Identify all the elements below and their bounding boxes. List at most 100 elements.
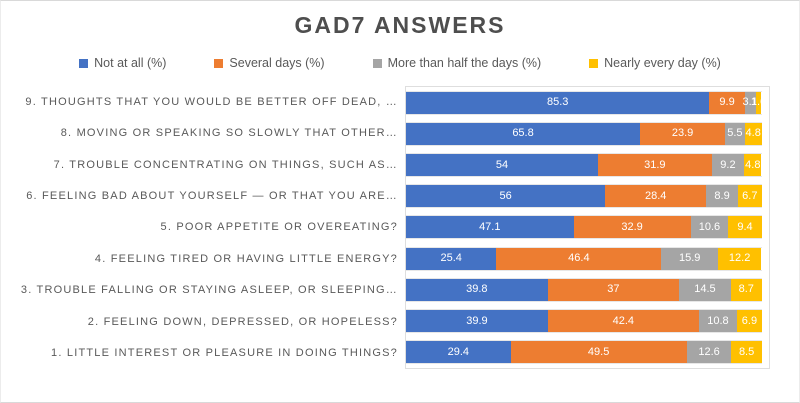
bar-segment: 54	[406, 154, 599, 177]
bar-segment: 39.9	[406, 310, 548, 333]
chart-title: GAD7 ANSWERS	[294, 12, 506, 38]
bar-value-label: 65.8	[512, 127, 534, 140]
bar-value-label: 23.9	[671, 127, 694, 140]
category-label: 7. TROUBLE CONCENTRATING ON THINGS, SUCH…	[53, 158, 398, 171]
bar-value-label: 46.4	[568, 252, 590, 265]
legend-swatch-icon	[589, 58, 599, 68]
bar-value-label: 56	[499, 189, 512, 202]
legend-label: More than half the days (%)	[387, 56, 542, 70]
bar-value-label: 6.7	[742, 189, 758, 202]
bar-value-label: 39.9	[466, 314, 488, 327]
bar-segment: 8.5	[731, 341, 762, 364]
bar-value-label: 8.9	[714, 189, 730, 202]
legend-item: Several days (%)	[214, 56, 325, 70]
stacked-bar: 54 31.9 9.2 4.8	[406, 154, 762, 177]
bar-segment: 8.9	[706, 185, 738, 208]
bar-value-label: 14.5	[694, 283, 716, 296]
bar-segment: 6.7	[737, 185, 762, 208]
stacked-bar: 39.9 42.4 10.8 6.9	[406, 310, 762, 333]
legend-label: Several days (%)	[229, 56, 325, 70]
bar-segment: 10.6	[690, 216, 729, 239]
stacked-bar: 39.8 37 14.5 8.7	[406, 278, 762, 301]
legend-item: Not at all (%)	[79, 56, 166, 70]
bar-segment: 15.9	[661, 247, 718, 270]
bar-value-label: 28.4	[645, 189, 667, 202]
bar-value-label: 9.2	[720, 158, 736, 171]
bar-segment: 9.2	[711, 154, 745, 177]
bar-segment: 32.9	[573, 216, 691, 239]
bar-value-label: 42.4	[612, 314, 635, 327]
stacked-bar: 85.3 9.9 3.1 1.6	[406, 91, 766, 114]
bar-segment: 49.5	[510, 341, 687, 364]
bar-segment: 28.4	[605, 185, 707, 208]
bar-segment: 31.9	[598, 154, 712, 177]
bar-segment: 42.4	[547, 310, 699, 333]
stacked-bar: 56 28.4 8.9 6.7	[406, 185, 762, 208]
bar-value-label: 10.8	[707, 314, 729, 327]
plot-area: 85.3 9.9 3.1 1.6 65.8 23.9 5.5 4.8 54 31.9 9.2 4.8 5…	[405, 86, 770, 369]
bar-segment: 3.1	[742, 91, 758, 114]
bar-value-label: 25.4	[440, 252, 462, 265]
legend-item: Nearly every day (%)	[589, 56, 721, 70]
legend-swatch-icon	[214, 58, 224, 68]
bar-value-label: 49.5	[587, 345, 610, 358]
bar-value-label: 37	[607, 283, 620, 296]
stacked-bar: 65.8 23.9 5.5 4.8	[406, 122, 762, 145]
category-label: 5. POOR APPETITE OR OVEREATING?	[160, 221, 398, 234]
category-label: 6. FEELING BAD ABOUT YOURSELF — OR THAT …	[26, 190, 398, 203]
bar-value-label: 12.2	[728, 252, 751, 265]
bar-value-label: 1.6	[750, 96, 767, 109]
bar-value-label: 5.5	[727, 127, 743, 140]
bar-row: 56 28.4 8.9 6.7	[406, 181, 769, 212]
bar-value-label: 3.1	[742, 96, 758, 109]
bar-value-label: 47.1	[479, 220, 501, 233]
stacked-bar: 47.1 32.9 10.6 9.4	[406, 216, 762, 239]
bar-value-label: 10.6	[698, 220, 721, 233]
bar-value-label: 8.7	[738, 283, 754, 296]
category-label: 4. FEELING TIRED OR HAVING LITTLE ENERGY…	[94, 252, 398, 265]
bar-row: 39.9 42.4 10.8 6.9	[406, 306, 769, 337]
category-label: 3. TROUBLE FALLING OR STAYING ASLEEP, OR…	[20, 284, 398, 297]
legend-item: More than half the days (%)	[372, 56, 542, 70]
bar-segment: 65.8	[406, 122, 641, 145]
bar-value-label: 4.8	[745, 127, 761, 140]
bar-segment: 47.1	[406, 216, 574, 239]
bar-segment: 8.7	[730, 278, 762, 301]
chart-body: 9. THOUGHTS THAT YOU WOULD BE BETTER OFF…	[1, 86, 799, 369]
bar-row: 65.8 23.9 5.5 4.8	[406, 118, 769, 149]
bar-row: 29.4 49.5 12.6 8.5	[406, 337, 769, 368]
bar-row: 25.4 46.4 15.9 12.2	[406, 243, 769, 274]
bar-segment: 4.8	[744, 122, 762, 145]
bar-segment: 56	[406, 185, 606, 208]
bar-segment: 10.8	[698, 310, 738, 333]
bar-value-label: 6.9	[741, 314, 758, 327]
category-label: 1. LITTLE INTEREST OR PLEASURE IN DOING …	[51, 347, 398, 360]
legend-swatch-icon	[372, 58, 382, 68]
stacked-bar: 29.4 49.5 12.6 8.5	[406, 341, 762, 364]
bar-value-label: 85.3	[547, 96, 569, 109]
bar-value-label: 4.8	[745, 158, 761, 171]
category-axis: 9. THOUGHTS THAT YOU WOULD BE BETTER OFF…	[1, 86, 405, 369]
legend-label: Not at all (%)	[94, 56, 167, 70]
bar-segment: 46.4	[496, 247, 662, 270]
bar-segment: 4.8	[744, 154, 762, 177]
category-label: 9. THOUGHTS THAT YOU WOULD BE BETTER OFF…	[25, 95, 398, 108]
bar-segment: 9.9	[709, 91, 745, 114]
stacked-bar: 25.4 46.4 15.9 12.2	[406, 247, 762, 270]
bar-value-label: 8.5	[738, 345, 755, 358]
bar-value-label: 54	[495, 158, 509, 171]
category-label: 2. FEELING DOWN, DEPRESSED, OR HOPELESS?	[87, 315, 398, 328]
bar-row: 47.1 32.9 10.6 9.4	[406, 212, 769, 243]
bar-value-label: 32.9	[621, 220, 643, 233]
bar-value-label: 29.4	[447, 345, 469, 358]
bar-segment: 23.9	[640, 122, 726, 145]
bar-value-label: 15.9	[678, 252, 701, 265]
bar-value-label: 9.9	[719, 96, 735, 109]
bar-segment: 25.4	[406, 247, 497, 270]
bar-segment: 9.4	[728, 216, 762, 239]
bar-segment: 37	[547, 278, 680, 301]
bar-value-label: 39.8	[466, 283, 488, 296]
bar-segment: 6.9	[737, 310, 762, 333]
bar-row: 85.3 9.9 3.1 1.6	[406, 87, 769, 118]
